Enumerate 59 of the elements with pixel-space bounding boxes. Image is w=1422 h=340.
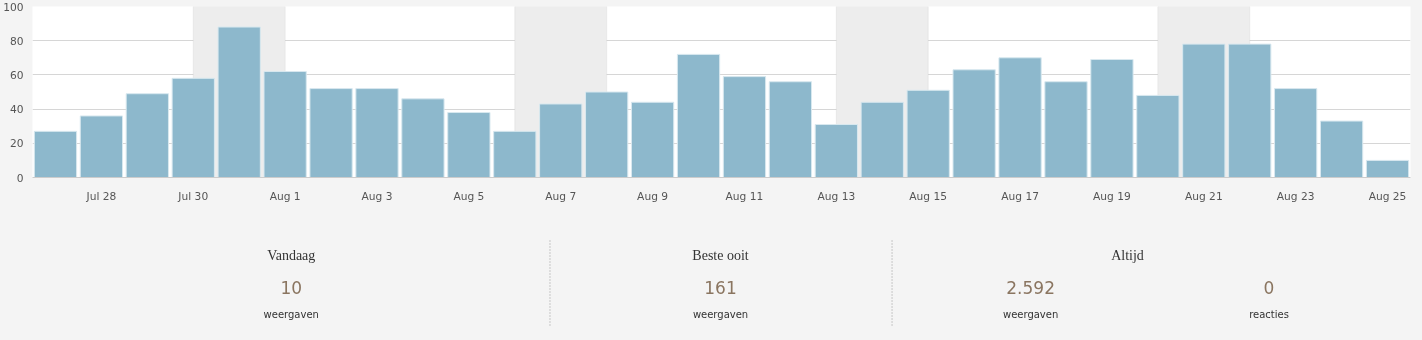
bar: [630, 101, 675, 178]
bar: [1319, 120, 1364, 178]
x-tick-label: Aug 3: [361, 189, 393, 203]
x-tick-label: Aug 11: [725, 189, 764, 203]
bar: [722, 76, 767, 178]
bar: [952, 69, 996, 178]
bar: [768, 81, 813, 178]
bar: [1136, 94, 1180, 178]
bar: [493, 130, 537, 178]
text: weergaven: [263, 309, 319, 320]
text: Beste ooit: [692, 248, 749, 263]
bar: [539, 103, 583, 178]
x-tick-label: Jul 30: [177, 189, 209, 203]
x-tick-label: Aug 5: [453, 189, 485, 203]
x-tick-label: Aug 25: [1368, 189, 1407, 203]
bar: [1365, 159, 1410, 178]
text: weergaven: [692, 309, 749, 320]
bar: [355, 88, 399, 178]
bar: [447, 112, 491, 178]
x-tick-label: Aug 7: [545, 189, 577, 203]
x-tick-label: Aug 23: [1276, 189, 1315, 203]
text: 10: [280, 278, 303, 298]
bar: [79, 115, 124, 178]
y-tick-label: 0: [16, 171, 24, 185]
bar: [1274, 88, 1318, 178]
x-tick-label: Aug 9: [637, 189, 669, 203]
y-tick-label: 100: [3, 0, 24, 14]
bar: [676, 53, 721, 178]
bar: [585, 91, 629, 178]
text: weergaven: [1002, 309, 1059, 320]
text: Vandaag: [267, 248, 316, 263]
x-tick-label: Aug 19: [1093, 189, 1132, 203]
bar: [309, 88, 353, 178]
bar: [998, 57, 1042, 178]
text: 2.592: [1006, 278, 1055, 298]
bar: [1090, 59, 1134, 178]
x-tick-label: Aug 15: [909, 189, 948, 203]
text: 161: [704, 278, 737, 298]
bar: [401, 98, 445, 178]
bar: [1044, 81, 1088, 178]
text: Altijd: [1111, 248, 1144, 263]
y-tick-label: 40: [9, 103, 24, 117]
bar: [33, 130, 78, 178]
bar: [860, 101, 904, 178]
text: 0: [1263, 278, 1275, 298]
y-tick-label: 60: [9, 68, 24, 82]
x-tick-label: Aug 21: [1184, 189, 1223, 203]
bar: [814, 123, 858, 178]
bar: [171, 77, 215, 178]
x-tick-label: Aug 13: [817, 189, 856, 203]
bar: [263, 70, 307, 178]
x-tick-label: Aug 1: [269, 189, 301, 203]
bar: [125, 93, 169, 178]
x-tick-label: Jul 28: [85, 189, 117, 203]
bar: [906, 89, 950, 178]
y-tick-label: 80: [9, 34, 24, 48]
x-tick-label: Aug 17: [1001, 189, 1039, 203]
text: reacties: [1249, 309, 1289, 320]
y-tick-label: 20: [9, 137, 24, 151]
